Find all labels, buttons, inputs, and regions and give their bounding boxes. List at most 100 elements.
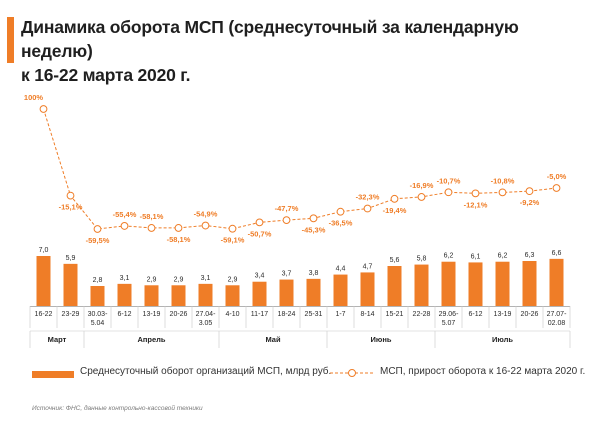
x-tick-label-1-0: 23-29 bbox=[62, 311, 80, 318]
line-label-7: -59,1% bbox=[221, 236, 245, 245]
x-tick-label-13-0: 15-21 bbox=[386, 311, 404, 318]
bar-label-13: 5,6 bbox=[390, 257, 400, 264]
bar-13 bbox=[387, 266, 402, 306]
line-label-14: -16,9% bbox=[410, 181, 434, 190]
month-label-1: Апрель bbox=[137, 335, 165, 344]
bar-10 bbox=[306, 278, 321, 306]
x-tick-label-18-0: 20-26 bbox=[521, 311, 539, 318]
line-label-17: -10,8% bbox=[491, 176, 515, 185]
line-label-8: -50,7% bbox=[248, 229, 272, 238]
bar-label-11: 4,4 bbox=[336, 266, 346, 273]
bar-7 bbox=[225, 285, 240, 306]
line-label-12: -32,3% bbox=[356, 193, 380, 202]
bar-label-10: 3,8 bbox=[309, 270, 319, 277]
line-label-19: -5,0% bbox=[547, 172, 567, 181]
line-label-5: -58,1% bbox=[167, 235, 191, 244]
legend-line-swatch bbox=[330, 369, 374, 377]
line-point-14 bbox=[417, 193, 426, 201]
legend-bar-label: Среднесуточный оборот организаций МСП, м… bbox=[80, 366, 332, 377]
bar-label-9: 3,7 bbox=[282, 271, 292, 278]
chart-title-line-1: Динамика оборота МСП (среднесуточный за … bbox=[21, 17, 519, 61]
bar-8 bbox=[252, 281, 267, 306]
bar-label-0: 7,0 bbox=[39, 247, 49, 254]
bar-label-7: 2,9 bbox=[228, 276, 238, 283]
line-point-6 bbox=[201, 221, 210, 230]
line-point-19 bbox=[552, 184, 561, 192]
x-tick-label-8-0: 11-17 bbox=[251, 311, 268, 318]
bar-6 bbox=[198, 283, 213, 306]
bar-14 bbox=[414, 264, 429, 306]
x-tick-label-10-0: 25-31 bbox=[305, 311, 323, 318]
x-tick-label-12-0: 8-14 bbox=[360, 311, 374, 318]
bar-16 bbox=[468, 262, 483, 306]
line-series-path bbox=[43, 108, 557, 230]
x-tick-label-3-0: 6-12 bbox=[117, 311, 131, 318]
bar-label-3: 3,1 bbox=[120, 275, 130, 282]
bar-label-14: 5,8 bbox=[417, 256, 427, 263]
bar-label-12: 4,7 bbox=[363, 263, 373, 270]
x-tick-label-6-0: 27.04- bbox=[196, 311, 217, 318]
line-label-2: -59,5% bbox=[86, 236, 110, 245]
line-point-3 bbox=[120, 222, 129, 230]
line-point-15 bbox=[444, 188, 453, 197]
x-tick-label-9-0: 18-24 bbox=[278, 311, 296, 318]
bar-label-1: 5,9 bbox=[66, 255, 76, 262]
line-point-8 bbox=[255, 218, 264, 227]
bar-label-18: 6,3 bbox=[525, 252, 535, 259]
chart-title-line-2: к 16-22 марта 2020 г. bbox=[21, 65, 191, 85]
bar-19 bbox=[549, 258, 564, 306]
line-label-11: -36,5% bbox=[329, 219, 353, 228]
x-tick-label-19-1: 02.08 bbox=[548, 320, 566, 327]
chart-title: Динамика оборота МСП (среднесуточный за … bbox=[21, 15, 591, 87]
source-note: Источник: ФНС, данные контрольно-кассово… bbox=[32, 405, 203, 412]
bar-label-4: 2,9 bbox=[147, 276, 157, 283]
line-label-10: -45,3% bbox=[302, 225, 326, 234]
x-tick-label-14-0: 22-28 bbox=[413, 311, 431, 318]
line-point-12 bbox=[363, 204, 372, 213]
line-point-18 bbox=[525, 187, 534, 196]
title-accent-bar bbox=[7, 17, 14, 63]
line-point-1 bbox=[66, 191, 75, 200]
line-label-0: 100% bbox=[24, 93, 44, 102]
bar-label-6: 3,1 bbox=[201, 275, 211, 282]
bar-18 bbox=[522, 261, 537, 306]
line-point-16 bbox=[471, 189, 480, 198]
x-tick-label-4-0: 13-19 bbox=[143, 311, 161, 318]
bar-1 bbox=[63, 263, 78, 306]
line-label-1: -15,1% bbox=[59, 203, 83, 212]
line-point-4 bbox=[147, 224, 156, 232]
line-point-2 bbox=[93, 225, 102, 233]
bar-label-15: 6,2 bbox=[444, 253, 454, 260]
bar-label-19: 6,6 bbox=[552, 250, 562, 257]
x-tick-label-5-0: 20-26 bbox=[170, 311, 188, 318]
line-label-15: -10,7% bbox=[437, 176, 461, 185]
line-point-10 bbox=[309, 214, 318, 223]
line-point-0 bbox=[39, 105, 48, 113]
x-tick-label-7-0: 4-10 bbox=[225, 311, 239, 318]
x-tick-label-2-0: 30.03- bbox=[88, 311, 109, 318]
x-tick-label-15-0: 29.06- bbox=[439, 311, 460, 318]
bar-4 bbox=[144, 285, 159, 306]
line-point-9 bbox=[282, 216, 291, 225]
bar-9 bbox=[279, 279, 294, 306]
x-tick-label-16-0: 6-12 bbox=[468, 311, 482, 318]
line-label-18: -9,2% bbox=[520, 198, 540, 207]
legend-line-label: МСП, прирост оборота к 16-22 марта 2020 … bbox=[380, 366, 586, 377]
x-tick-label-19-0: 27.07- bbox=[547, 311, 568, 318]
x-tick-label-15-1: 5.07 bbox=[442, 320, 456, 327]
line-label-13: -19,4% bbox=[383, 206, 407, 215]
bar-17 bbox=[495, 261, 510, 306]
line-label-16: -12,1% bbox=[464, 200, 488, 209]
x-tick-label-17-0: 13-19 bbox=[494, 311, 512, 318]
bar-label-8: 3,4 bbox=[255, 273, 265, 280]
bar-label-5: 2,9 bbox=[174, 276, 184, 283]
bar-15 bbox=[441, 261, 456, 306]
month-label-0: Март bbox=[48, 335, 67, 344]
x-tick-label-6-1: 3.05 bbox=[199, 320, 213, 327]
bar-3 bbox=[117, 283, 132, 306]
line-label-4: -58,1% bbox=[140, 212, 164, 221]
line-label-6: -54,9% bbox=[194, 210, 218, 219]
bar-0 bbox=[36, 256, 51, 306]
bar-11 bbox=[333, 274, 348, 306]
